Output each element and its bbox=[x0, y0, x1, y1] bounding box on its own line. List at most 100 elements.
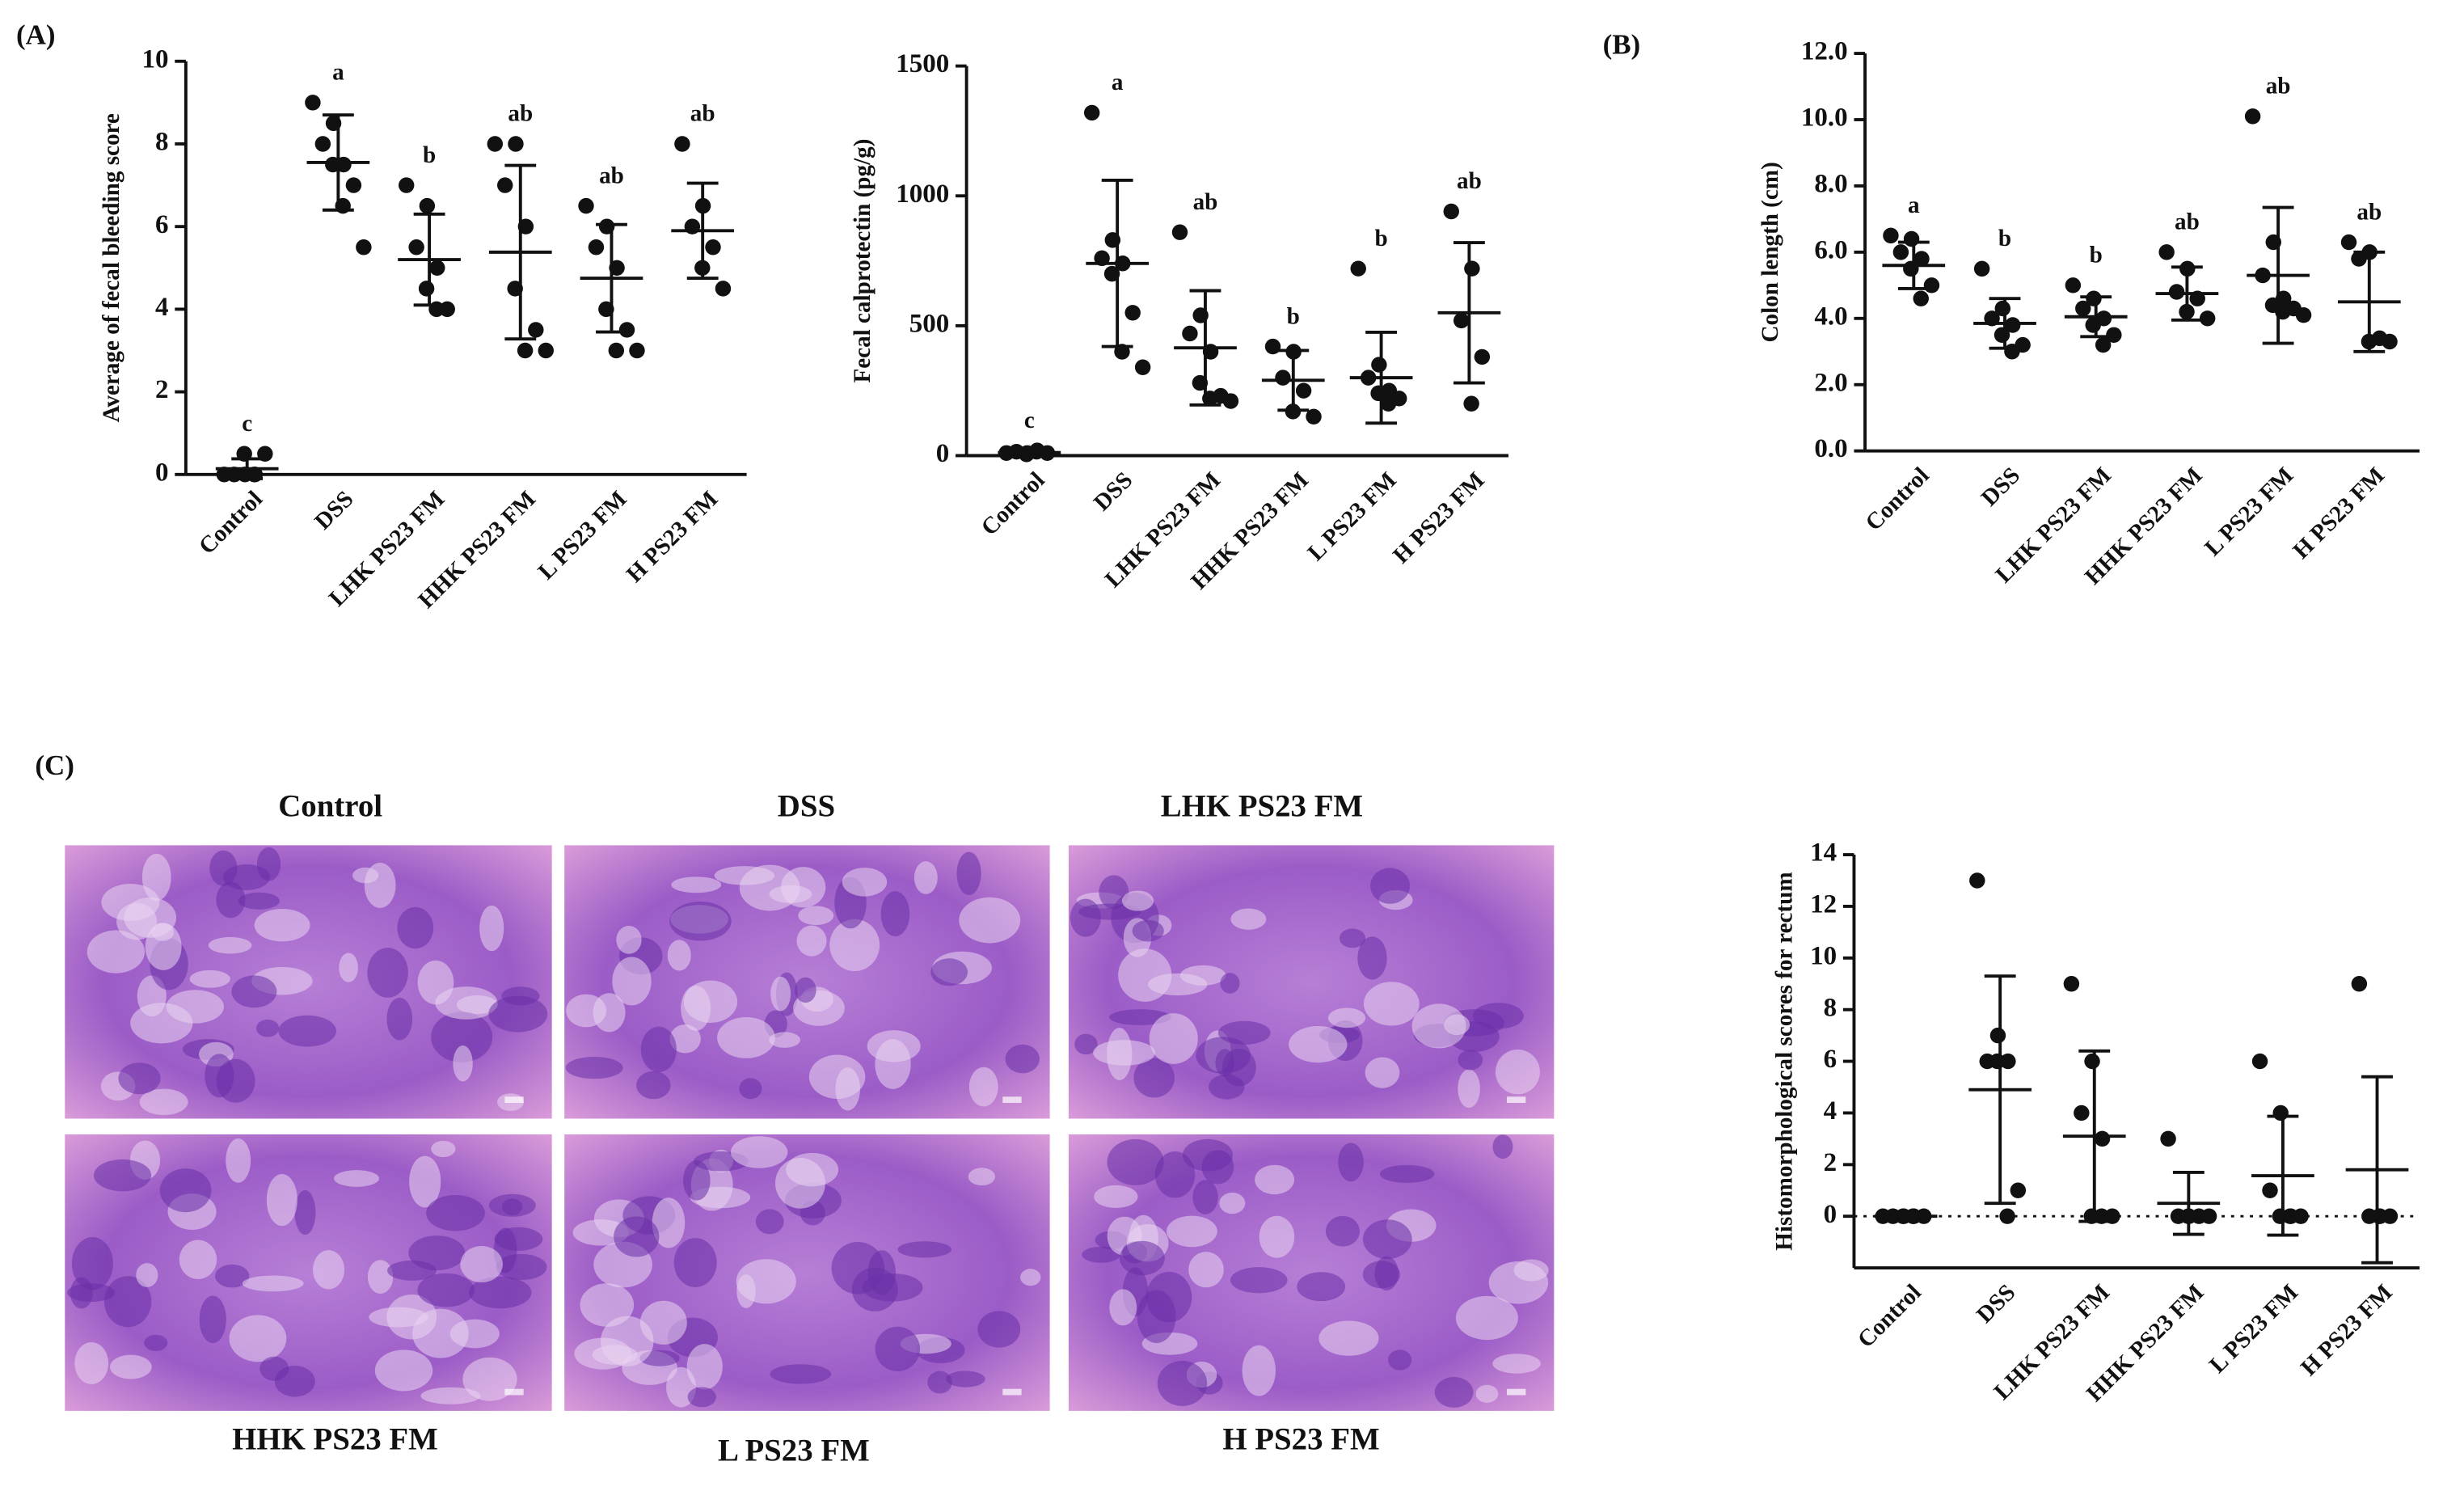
significance-letter: a bbox=[332, 60, 344, 86]
tissue-texture bbox=[781, 867, 826, 908]
data-point bbox=[1913, 290, 1929, 306]
tissue-texture bbox=[386, 998, 413, 1041]
tissue-texture bbox=[1370, 868, 1411, 904]
tissue-texture bbox=[687, 1387, 716, 1408]
tissue-texture bbox=[1133, 1058, 1175, 1098]
data-point bbox=[2065, 277, 2082, 294]
tissue-texture bbox=[255, 1019, 280, 1037]
tissue-texture bbox=[417, 1273, 475, 1307]
data-point bbox=[2351, 976, 2368, 992]
tissue-texture bbox=[574, 1337, 632, 1370]
y-tick-label: 4 bbox=[155, 293, 169, 322]
y-tick-label: 12.0 bbox=[1801, 37, 1848, 66]
tissue-texture bbox=[1188, 1252, 1224, 1288]
tissue-texture bbox=[1411, 1003, 1466, 1049]
tissue-texture bbox=[374, 1350, 433, 1392]
x-tick-label: L PS23 FM bbox=[534, 486, 632, 585]
tissue-texture bbox=[977, 1311, 1021, 1348]
tissue-texture bbox=[144, 1334, 168, 1351]
data-point bbox=[2272, 1105, 2289, 1121]
data-point bbox=[345, 177, 362, 193]
tissue-texture bbox=[1182, 1138, 1234, 1172]
tissue-texture bbox=[1327, 1007, 1366, 1028]
tissue-texture bbox=[397, 906, 434, 949]
y-tick-label: 2 bbox=[155, 375, 169, 404]
data-point bbox=[528, 322, 544, 338]
y-tick-label: 10 bbox=[142, 44, 169, 74]
tissue-texture bbox=[259, 1356, 289, 1381]
tissue-texture bbox=[842, 868, 888, 897]
data-point bbox=[1222, 393, 1239, 409]
data-point bbox=[1969, 872, 1985, 889]
x-tick-label: Control bbox=[977, 467, 1050, 541]
data-point bbox=[2004, 344, 2020, 360]
significance-letter: ab bbox=[1193, 189, 1218, 215]
micrograph-label: L PS23 FM bbox=[718, 1433, 870, 1468]
data-point bbox=[1883, 227, 1899, 244]
tissue-texture bbox=[1255, 1164, 1295, 1195]
significance-letter: a bbox=[1112, 70, 1124, 95]
tissue-texture bbox=[1289, 1025, 1348, 1063]
tissue-texture bbox=[1363, 982, 1420, 1026]
x-tick-label: H PS23 FM bbox=[1388, 467, 1490, 569]
data-point bbox=[1264, 338, 1281, 355]
tissue-texture bbox=[808, 1054, 866, 1099]
tissue-texture bbox=[1074, 1033, 1098, 1055]
data-point bbox=[2005, 317, 2021, 333]
chart: 0 500 1000 1500 Fecal calprotectin (pg/g) Con… bbox=[850, 49, 1508, 594]
tissue-texture bbox=[1119, 1240, 1165, 1276]
tissue-texture bbox=[453, 1045, 473, 1082]
tissue-texture bbox=[1388, 1350, 1412, 1371]
tissue-texture bbox=[254, 908, 310, 942]
tissue-texture bbox=[798, 906, 834, 926]
tissue-texture bbox=[714, 866, 775, 885]
x-tick-label: DSS bbox=[1977, 463, 2025, 511]
tissue-texture bbox=[449, 1319, 500, 1349]
tissue-texture bbox=[1121, 890, 1154, 911]
data-point bbox=[1134, 359, 1151, 375]
significance-letter: ab bbox=[2266, 74, 2291, 99]
data-point bbox=[1083, 104, 1100, 121]
micrograph-label: DSS bbox=[778, 789, 835, 824]
significance-letter: b bbox=[423, 142, 436, 168]
data-point bbox=[1474, 348, 1491, 365]
tissue-texture bbox=[736, 1274, 756, 1308]
scale-bar bbox=[1507, 1388, 1526, 1396]
tissue-texture bbox=[755, 1209, 784, 1235]
tissue-texture bbox=[1455, 1295, 1518, 1341]
data-point bbox=[1275, 370, 1291, 386]
tissue-texture bbox=[875, 1326, 921, 1371]
tissue-texture bbox=[1318, 1320, 1379, 1356]
y-tick-label: 6 bbox=[155, 210, 169, 239]
data-point bbox=[1463, 395, 1479, 412]
y-tick-label: 2 bbox=[1824, 1148, 1837, 1177]
data-point bbox=[429, 260, 445, 277]
data-point bbox=[508, 136, 524, 152]
scale-bar bbox=[1507, 1096, 1526, 1104]
tissue-texture bbox=[1495, 1049, 1540, 1095]
tissue-texture bbox=[667, 940, 691, 971]
data-point bbox=[2094, 1130, 2111, 1147]
tissue-texture bbox=[1220, 973, 1240, 994]
data-point bbox=[1903, 260, 1919, 277]
y-tick-label: 6.0 bbox=[1814, 235, 1847, 264]
y-tick-label: 8 bbox=[155, 128, 169, 157]
scale-bar bbox=[504, 1388, 524, 1396]
tissue-texture bbox=[1070, 898, 1101, 937]
tissue-texture bbox=[1365, 1057, 1400, 1088]
tissue-texture bbox=[1005, 1044, 1040, 1074]
tissue-texture bbox=[294, 1189, 316, 1235]
micrograph-label: H PS23 FM bbox=[1222, 1422, 1379, 1457]
tissue-texture bbox=[671, 876, 722, 893]
data-point bbox=[1903, 230, 1920, 247]
data-point bbox=[2168, 284, 2185, 300]
data-point bbox=[1999, 1208, 2015, 1224]
tissue-texture bbox=[136, 1263, 158, 1287]
tissue-texture bbox=[616, 925, 642, 954]
data-point bbox=[1994, 327, 2010, 344]
y-tick-label: 0.0 bbox=[1814, 434, 1847, 463]
tissue-texture bbox=[70, 1277, 93, 1309]
tissue-texture bbox=[968, 1168, 996, 1186]
micrograph bbox=[564, 1134, 1050, 1411]
tissue-texture bbox=[1157, 1360, 1208, 1406]
